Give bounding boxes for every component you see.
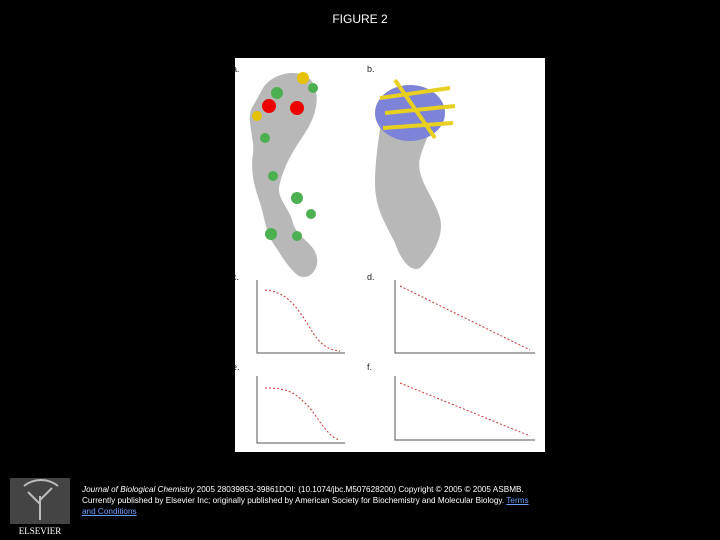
citation-details: 2005 28039853-39861DOI: (10.1074/jbc.M50…	[194, 485, 397, 494]
chart-c	[256, 280, 345, 354]
citation: Journal of Biological Chemistry 2005 280…	[82, 484, 532, 517]
molecule-a	[249, 72, 318, 278]
panel-label: c.	[235, 272, 239, 282]
journal-name: Journal of Biological Chemistry	[82, 485, 195, 494]
figure: a. b. c. d. e. f.	[235, 58, 545, 452]
chart-d	[394, 280, 535, 354]
molecule-b	[375, 78, 456, 269]
slide-title: FIGURE 2	[332, 12, 388, 26]
panel-label: e.	[235, 362, 240, 372]
panel-label: b.	[367, 64, 375, 74]
panel-label: f.	[367, 362, 372, 372]
panel-label: d.	[367, 272, 375, 282]
chart-e	[256, 376, 345, 444]
copyright: Copyright © 2005 © 2005 ASBMB. Currently…	[82, 485, 524, 505]
chart-f	[394, 376, 535, 441]
panel-label: a.	[235, 64, 240, 74]
terms-link[interactable]: Terms and Conditions	[82, 496, 529, 516]
elsevier-logo: ELSEVIER	[10, 478, 70, 536]
logo-text: ELSEVIER	[19, 526, 62, 536]
